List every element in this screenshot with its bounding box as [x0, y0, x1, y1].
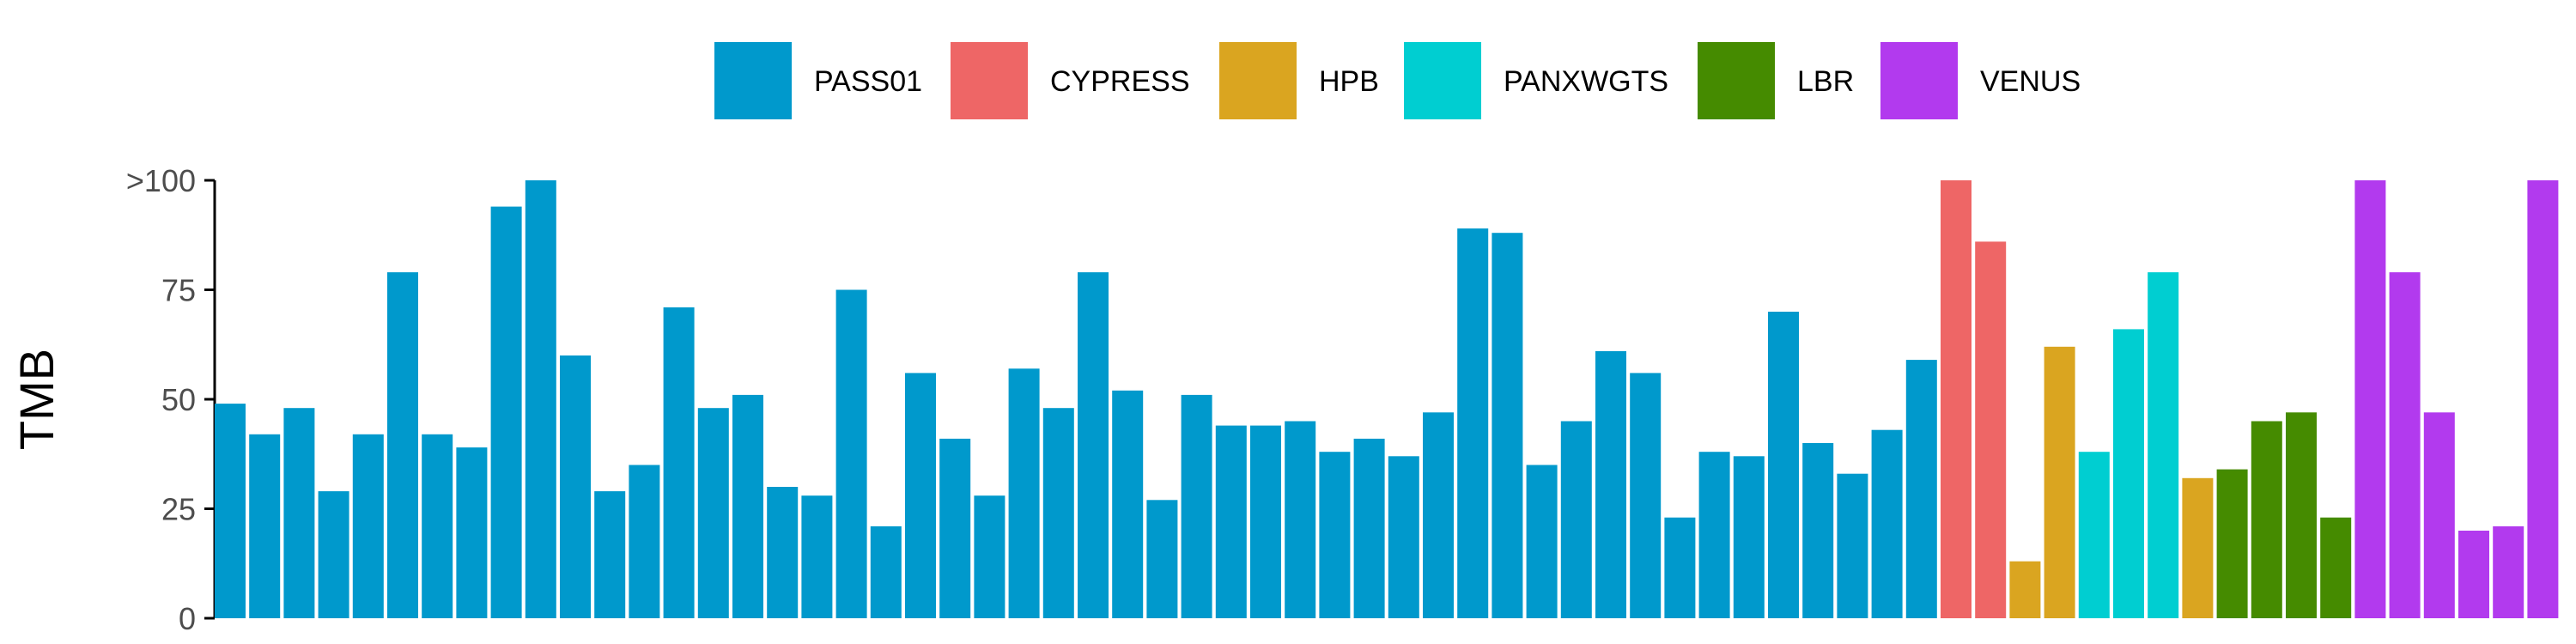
bar-pass01-30 — [1215, 425, 1247, 618]
legend-item-hpb: HPB — [1219, 42, 1379, 119]
bar-pass01-11 — [560, 355, 591, 618]
bar-pass01-7 — [422, 434, 453, 618]
bar-panxwgts-55 — [2078, 452, 2110, 618]
y-axis-title: TMB — [9, 349, 64, 450]
bar-pass01-40 — [1560, 421, 1592, 618]
bar-pass01-37 — [1457, 228, 1489, 618]
bar-pass01-8 — [456, 447, 488, 618]
bar-pass01-10 — [525, 180, 556, 618]
bar-pass01-42 — [1630, 373, 1662, 618]
bar-hpb-54 — [2044, 346, 2075, 618]
legend-label: PANXWGTS — [1504, 65, 1668, 98]
bar-pass01-44 — [1698, 452, 1730, 618]
bar-pass01-13 — [629, 465, 660, 618]
legend: PASS01 CYPRESS HPB PANXWGTS LBR VENUS — [714, 42, 2081, 119]
legend-label: LBR — [1797, 65, 1854, 98]
legend-swatch — [1219, 42, 1297, 119]
bar-pass01-2 — [249, 434, 281, 618]
bar-lbr-62 — [2320, 517, 2352, 618]
bar-pass01-15 — [697, 408, 729, 618]
bar-pass01-38 — [1492, 233, 1523, 618]
bar-pass01-36 — [1423, 412, 1454, 618]
bar-pass01-21 — [905, 373, 936, 618]
legend-item-lbr: LBR — [1698, 42, 1854, 119]
bar-pass01-9 — [490, 206, 522, 618]
bar-venus-63 — [2354, 180, 2386, 618]
legend-swatch — [714, 42, 792, 119]
legend-item-venus: VENUS — [1880, 42, 2081, 119]
y-tick-label: 25 — [161, 492, 196, 527]
bar-pass01-35 — [1388, 456, 1419, 618]
bar-pass01-50 — [1905, 360, 1937, 618]
bar-pass01-14 — [663, 307, 695, 618]
legend-label: PASS01 — [814, 65, 922, 98]
bar-pass01-33 — [1319, 452, 1351, 618]
bar-pass01-31 — [1250, 425, 1281, 618]
bar-pass01-5 — [352, 434, 384, 618]
y-tick-label: 50 — [161, 382, 196, 417]
bar-pass01-6 — [387, 272, 418, 618]
bar-pass01-29 — [1181, 394, 1212, 618]
bar-panxwgts-56 — [2113, 329, 2144, 618]
bar-pass01-24 — [1008, 368, 1040, 618]
bar-venus-66 — [2458, 531, 2489, 618]
bar-pass01-26 — [1078, 272, 1109, 618]
bar-pass01-23 — [974, 495, 1005, 618]
bar-pass01-41 — [1595, 350, 1626, 618]
legend-item-panxwgts: PANXWGTS — [1404, 42, 1668, 119]
legend-item-cypress: CYPRESS — [951, 42, 1190, 119]
bar-hpb-58 — [2182, 477, 2214, 618]
bar-pass01-48 — [1837, 473, 1868, 618]
legend-label: CYPRESS — [1050, 65, 1190, 98]
legend-swatch — [1698, 42, 1775, 119]
bar-pass01-19 — [835, 289, 867, 618]
bar-venus-67 — [2493, 526, 2524, 618]
bar-pass01-3 — [283, 408, 315, 618]
bar-pass01-12 — [594, 491, 626, 618]
bar-panxwgts-57 — [2148, 272, 2179, 618]
bar-pass01-25 — [1042, 408, 1074, 618]
bar-pass01-39 — [1526, 465, 1558, 618]
bar-venus-64 — [2389, 272, 2421, 618]
legend-swatch — [1880, 42, 1958, 119]
bar-pass01-32 — [1285, 421, 1316, 618]
bar-venus-65 — [2423, 412, 2455, 618]
legend-swatch — [1404, 42, 1481, 119]
bar-pass01-45 — [1733, 456, 1765, 618]
bar-pass01-1 — [215, 404, 246, 618]
legend-swatch — [951, 42, 1028, 119]
bar-pass01-4 — [318, 491, 349, 618]
y-tick-label: 0 — [179, 601, 196, 636]
y-tick-label: 75 — [161, 273, 196, 308]
bar-pass01-47 — [1802, 443, 1834, 618]
bar-lbr-60 — [2251, 421, 2282, 618]
bar-cypress-51 — [1941, 180, 1971, 618]
bar-lbr-59 — [2216, 469, 2248, 618]
bar-lbr-61 — [2286, 412, 2317, 618]
bar-pass01-49 — [1871, 429, 1903, 618]
bar-pass01-16 — [732, 394, 763, 618]
bar-pass01-17 — [767, 487, 799, 618]
legend-label: VENUS — [1980, 65, 2081, 98]
y-tick-label: >100 — [126, 163, 196, 198]
bars — [215, 180, 2559, 618]
bar-venus-68 — [2527, 180, 2559, 618]
bar-pass01-20 — [870, 526, 902, 618]
bar-pass01-43 — [1664, 517, 1696, 618]
bar-pass01-18 — [801, 495, 833, 618]
bar-pass01-22 — [939, 438, 971, 618]
bar-hpb-53 — [2009, 561, 2041, 618]
legend-item-pass01: PASS01 — [714, 42, 922, 119]
bar-pass01-34 — [1353, 438, 1385, 618]
bar-pass01-46 — [1768, 312, 1799, 618]
bar-cypress-52 — [1975, 241, 2007, 618]
legend-label: HPB — [1319, 65, 1379, 98]
bar-pass01-28 — [1146, 500, 1178, 618]
bar-pass01-27 — [1112, 390, 1144, 618]
y-axis: 0 25 50 75 >100 — [126, 163, 216, 636]
